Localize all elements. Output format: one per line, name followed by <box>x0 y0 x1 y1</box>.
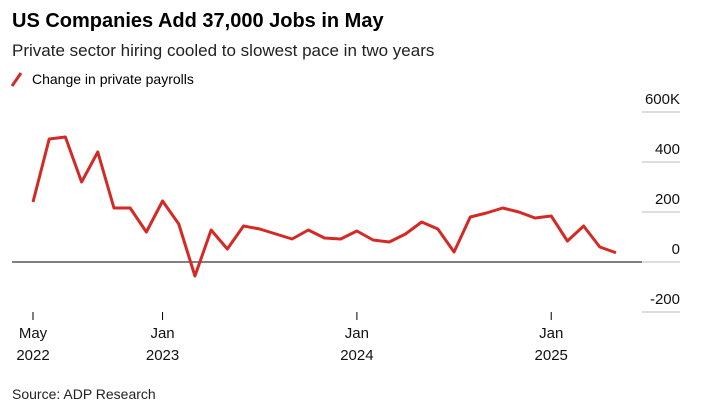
source: Source: ADP Research <box>12 386 156 402</box>
legend-label: Change in private payrolls <box>32 71 194 87</box>
series-line <box>31 135 617 278</box>
y-tick-label: 0 <box>672 241 680 258</box>
y-tick-label: 400 <box>655 141 680 158</box>
x-tick-label: Jan 2024 <box>340 325 373 364</box>
chart-title: US Companies Add 37,000 Jobs in May <box>12 10 384 32</box>
y-tick-label: 200 <box>655 191 680 208</box>
x-tick-label: Jan 2025 <box>535 325 568 364</box>
y-tick-label: 600K <box>645 91 680 108</box>
legend-swatch <box>10 72 23 87</box>
x-tick-label: Jan 2023 <box>146 325 179 364</box>
y-tick-label: -200 <box>650 291 680 308</box>
x-tick-label: May 2022 <box>16 325 49 364</box>
chart-subtitle: Private sector hiring cooled to slowest … <box>12 41 434 60</box>
